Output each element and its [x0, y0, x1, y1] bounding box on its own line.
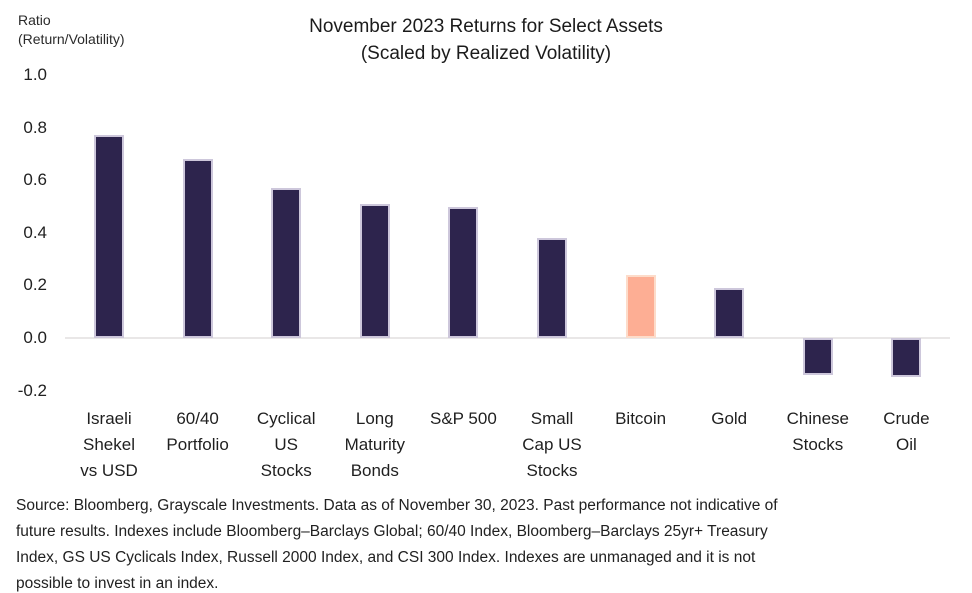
category-label-chinese-stocks: Chinese Stocks — [758, 406, 878, 458]
bar-israeli-shekel-vs-usd — [94, 135, 124, 338]
category-label-line: vs USD — [80, 461, 138, 480]
category-label-line: Small — [530, 409, 574, 428]
category-label-line: Stocks — [260, 461, 312, 480]
y-axis-title: Ratio (Return/Volatility) — [18, 11, 125, 49]
y-tick-label: 0.2 — [23, 275, 47, 295]
source-note: Source: Bloomberg, Grayscale Investments… — [16, 493, 966, 593]
source-note-line: Source: Bloomberg, Grayscale Investments… — [16, 497, 778, 514]
source-note-line: Index, GS US Cyclicals Index, Russell 20… — [16, 549, 756, 566]
bar-small-cap-us-stocks — [537, 238, 567, 338]
category-label-line: Bonds — [350, 461, 399, 480]
bar-gold — [714, 288, 745, 338]
category-label-line: Chinese — [786, 409, 849, 428]
y-tick-label: 0.8 — [23, 117, 47, 137]
chart-title: November 2023 Returns for Select Assets … — [0, 13, 972, 67]
category-label-s-p-500: S&P 500 — [403, 406, 523, 432]
category-label-small-cap-us-stocks: Small Cap US Stocks — [492, 406, 612, 484]
bar-crude-oil — [891, 338, 922, 378]
category-label-line: Oil — [896, 435, 917, 454]
y-tick-label: 1.0 — [23, 65, 47, 84]
y-tick-label: 0.6 — [23, 170, 47, 190]
category-label-line: Crude — [883, 409, 930, 428]
category-label-line: 60/40 — [176, 409, 219, 428]
category-label-line: Israeli — [86, 409, 132, 428]
category-label-line: Cap US — [522, 435, 582, 454]
category-label-60-40-portfolio: 60/40 Portfolio — [138, 406, 258, 458]
chart-title-line2: (Scaled by Realized Volatility) — [360, 43, 612, 64]
category-label-line: Stocks — [792, 435, 844, 454]
y-tick-label: -0.2 — [17, 380, 47, 400]
category-label-line: S&P 500 — [429, 409, 497, 428]
category-label-bitcoin: Bitcoin — [581, 406, 701, 432]
chart-title-line1: November 2023 Returns for Select Assets — [309, 16, 663, 37]
category-label-line: Maturity — [344, 435, 406, 454]
bar-60-40-portfolio — [182, 159, 213, 338]
y-tick-label: 0.0 — [23, 328, 47, 347]
category-label-israeli-shekel-vs-usd: Israeli Shekel vs USD — [49, 406, 169, 484]
category-label-long-maturity-bonds: Long Maturity Bonds — [315, 406, 435, 484]
category-label-line: Long — [355, 409, 394, 428]
source-note-line: future results. Indexes include Bloomber… — [16, 523, 768, 540]
category-label-line: Cyclical — [256, 409, 316, 428]
category-label-line: Portfolio — [166, 435, 229, 454]
bar-chinese-stocks — [802, 338, 833, 375]
category-label-cyclical-us-stocks: Cyclical US Stocks — [226, 406, 346, 484]
category-label-gold: Gold — [669, 406, 789, 432]
source-note-line: possible to invest in an index. — [16, 575, 219, 592]
bar-long-maturity-bonds — [359, 203, 390, 338]
y-axis-title-line2: (Return/Volatility) — [18, 31, 125, 47]
category-label-crude-oil: Crude Oil — [846, 406, 966, 458]
bar-s-p-500 — [448, 206, 479, 338]
category-label-line: Shekel — [83, 435, 135, 454]
category-label-line: US — [274, 435, 298, 454]
category-label-line: Bitcoin — [615, 409, 667, 428]
category-label-line: Stocks — [526, 461, 578, 480]
zero-axis-baseline — [65, 337, 950, 339]
category-label-line: Gold — [711, 409, 748, 428]
bar-bitcoin-highlighted — [625, 274, 656, 338]
y-axis-title-line1: Ratio — [18, 12, 51, 28]
bar-cyclical-us-stocks — [271, 188, 302, 338]
y-tick-label: 0.4 — [23, 222, 47, 242]
